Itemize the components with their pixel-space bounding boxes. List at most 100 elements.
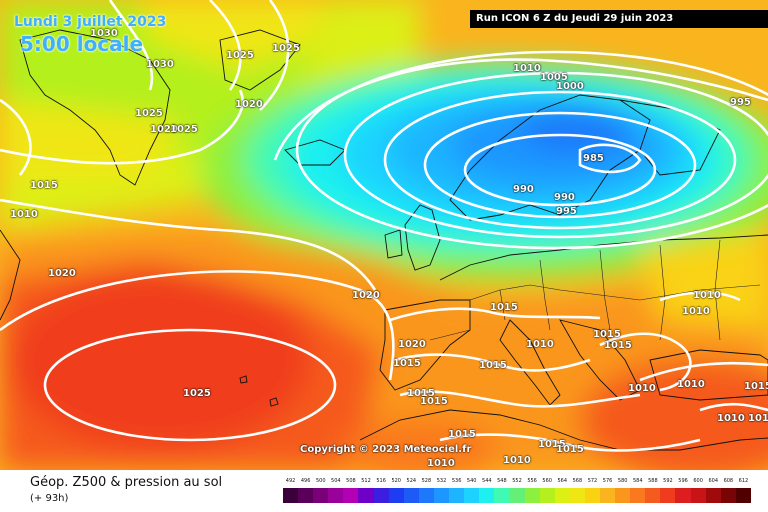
legend-value-label: 524 — [406, 478, 417, 484]
isobar-label: 1030 — [146, 59, 174, 70]
isobar-label: 1010 — [526, 339, 554, 350]
isobar-label: 1025 — [272, 43, 300, 54]
isobar-label: 1020 — [398, 339, 426, 350]
legend-swatch — [630, 488, 646, 503]
legend-swatch — [464, 488, 480, 503]
legend-swatch — [690, 488, 706, 503]
legend-value-label: 540 — [466, 478, 477, 484]
legend-swatch — [298, 488, 314, 503]
legend-value-label: 496 — [300, 478, 311, 484]
model-run-banner: Run ICON 6 Z du Jeudi 29 juin 2023 — [470, 10, 768, 28]
legend-swatch — [735, 488, 751, 503]
isobar-label: 1020 — [150, 124, 178, 135]
color-legend: 492 496 500 504 508 512 516 520 524 528 532 536 540 5… — [283, 478, 751, 508]
legend-swatch — [645, 488, 661, 503]
weather-map: Lundi 3 juillet 2023 5:00 locale Run ICO… — [0, 0, 768, 470]
legend-value-label: 544 — [482, 478, 492, 484]
isobar-label: 1010 — [513, 63, 541, 74]
legend-swatch — [615, 488, 631, 503]
isobars — [0, 0, 768, 452]
forecast-date: Lundi 3 juillet 2023 — [14, 14, 167, 30]
isobar-label: 1030 — [90, 28, 118, 39]
legend-value-label: 604 — [708, 478, 719, 484]
legend-value-label: 532 — [436, 478, 447, 484]
isobar-label: 1020 — [48, 268, 76, 279]
legend-swatch — [554, 488, 570, 503]
isobar-label: 1015 — [30, 180, 58, 191]
isobar-label: 1010 — [427, 458, 455, 469]
isobar-label: 1005 — [540, 72, 568, 83]
isobar-label: 1015 — [556, 444, 584, 455]
legend-swatch — [283, 488, 299, 503]
legend-value-label: 536 — [451, 478, 462, 484]
isobar-label: 990 — [554, 192, 575, 203]
legend-swatch — [660, 488, 676, 503]
legend-value-label: 492 — [285, 478, 296, 484]
isobar-label: 1015 — [604, 340, 632, 351]
legend-value-label: 500 — [315, 478, 326, 484]
isobar-label: 1025 — [226, 50, 254, 61]
legend-value-label: 592 — [663, 478, 673, 484]
legend-swatch — [524, 488, 540, 503]
isobar-label: 1010 — [10, 209, 38, 220]
legend-swatch — [449, 488, 465, 503]
legend-labels: 492 496 500 504 508 512 516 520 524 528 532 536 540 5… — [283, 478, 751, 488]
legend-swatch — [358, 488, 374, 503]
isobar-label: 1025 — [183, 388, 211, 399]
legend-value-label: 528 — [421, 478, 432, 484]
legend-value-label: 556 — [527, 478, 537, 484]
legend-value-label: 564 — [557, 478, 568, 484]
legend-swatch — [569, 488, 585, 503]
legend-value-label: 596 — [678, 478, 688, 484]
legend-swatch — [418, 488, 434, 503]
legend-value-label: 548 — [497, 478, 507, 484]
legend-value-label: 584 — [632, 478, 643, 484]
isobar-label: 1015 — [538, 439, 566, 450]
legend-swatch — [403, 488, 419, 503]
country-borders — [429, 239, 761, 341]
isobar-label: 1010 — [717, 413, 745, 424]
legend-swatch — [599, 488, 616, 503]
geopotential-field — [0, 0, 768, 470]
legend-swatch — [705, 488, 721, 503]
legend-color-bar — [283, 488, 751, 503]
legend-swatch — [373, 488, 389, 503]
legend-swatch — [343, 488, 359, 503]
legend-value-label: 600 — [693, 478, 703, 484]
legend-swatch — [388, 488, 404, 503]
legend-value-label: 572 — [587, 478, 598, 484]
isobar-label: 985 — [583, 153, 604, 164]
legend-value-label: 508 — [346, 478, 356, 484]
isobar-label: 1025 — [135, 108, 163, 119]
isobar-label: 1020 — [235, 99, 263, 110]
forecast-time: 5:00 locale — [20, 32, 144, 56]
isobar-label: 1010 — [682, 306, 710, 317]
isobar-label: 1020 — [352, 290, 380, 301]
legend-swatch — [720, 488, 736, 503]
legend-value-label: 552 — [512, 478, 522, 484]
copyright-text: Copyright © 2023 Meteociel.fr — [300, 444, 472, 455]
legend-swatch — [313, 488, 329, 503]
legend-swatch — [675, 488, 691, 503]
legend-value-label: 588 — [648, 478, 658, 484]
isobar-label: 1015 — [448, 429, 476, 440]
isobar-label: 1010 — [503, 455, 531, 466]
legend-value-label: 580 — [617, 478, 628, 484]
map-title: Géop. Z500 & pression au sol — [30, 475, 223, 490]
isobar-label: 1000 — [556, 81, 584, 92]
isobar-label: 1015 — [593, 329, 621, 340]
legend-swatch — [509, 488, 525, 503]
isobar-label: 990 — [513, 184, 534, 195]
legend-swatch — [479, 488, 495, 503]
isobar-label: 1010 — [628, 383, 656, 394]
isobar-label: 1010 — [677, 379, 705, 390]
legend-value-label: 608 — [723, 478, 734, 484]
legend-value-label: 520 — [391, 478, 401, 484]
legend-value-label: 612 — [738, 478, 749, 484]
map-canvas — [0, 0, 768, 470]
legend-swatch — [584, 488, 600, 503]
isobar-label: 1025 — [170, 124, 198, 135]
forecast-lead-time: (+ 93h) — [30, 493, 69, 504]
map-footer: Géop. Z500 & pression au sol (+ 93h) 492… — [0, 470, 768, 512]
isobar-label: 1015 — [407, 388, 435, 399]
